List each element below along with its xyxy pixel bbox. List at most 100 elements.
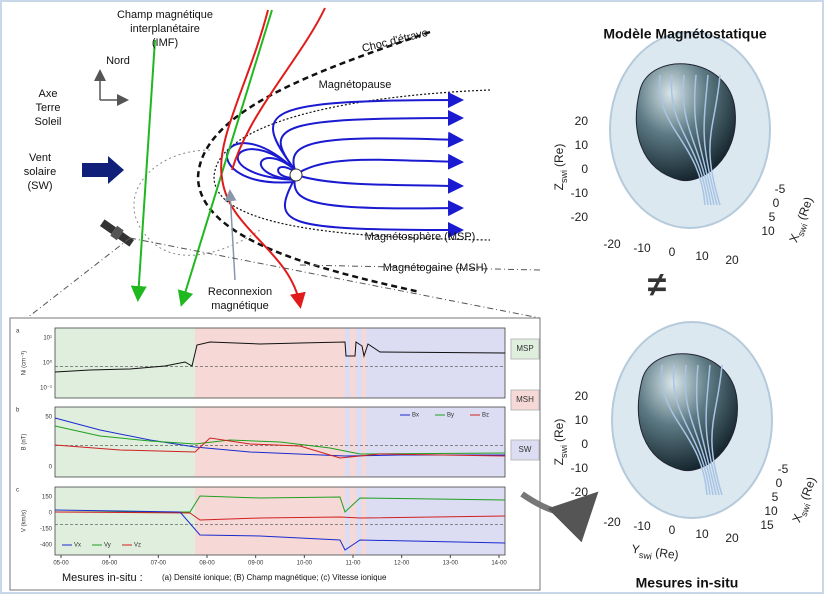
z-axis-label: Z <box>552 183 566 190</box>
x-tick-label: 05-00 <box>53 561 69 567</box>
y-tick-label: 20 <box>725 253 739 267</box>
region-label: MSP <box>516 344 533 353</box>
label: Vent <box>29 152 51 164</box>
msp-region <box>55 407 195 477</box>
z-axis-sub: swi <box>559 170 569 183</box>
msh-region <box>195 328 345 398</box>
x-tick-label: 12-00 <box>394 561 410 567</box>
x-tick-label: 0 <box>773 196 780 210</box>
y-tick-label: 50 <box>45 415 52 421</box>
y-axis-sub: swi <box>638 550 652 562</box>
z-axis-unit: (Re) <box>552 419 566 442</box>
msh-region <box>350 328 356 398</box>
figure: Champ magnétique interplanétaire (IMF) N… <box>0 0 824 594</box>
label: Magnétogaine (MSH) <box>383 262 488 274</box>
x-tick-label: 09-00 <box>248 561 264 567</box>
legend-label: Bx <box>412 413 419 419</box>
legend-label: By <box>447 413 454 419</box>
y-tick-label: 10⁰ <box>43 360 53 367</box>
z-tick-label: -10 <box>571 186 589 200</box>
z-tick-label: -20 <box>571 485 589 499</box>
y-tick-label: -10 <box>633 241 651 255</box>
model-title: Mesures in-situ <box>636 575 739 591</box>
z-tick-label: 10 <box>575 138 589 152</box>
x-tick-label: 15 <box>760 518 774 532</box>
msh-region <box>362 407 366 477</box>
x-tick-label: 0 <box>776 476 783 490</box>
msp-region <box>55 328 195 398</box>
x-tick-label: 11-00 <box>346 561 362 567</box>
z-tick-label: 0 <box>581 162 588 176</box>
z-tick-label: 20 <box>575 114 589 128</box>
label: interplanétaire <box>130 23 200 35</box>
x-tick-label: -5 <box>775 182 786 196</box>
z-axis-label: Z <box>552 458 566 465</box>
z-tick-label: 0 <box>581 437 588 451</box>
msh-region <box>362 487 366 555</box>
z-tick-label: -10 <box>571 461 589 475</box>
x-tick-label: 06-00 <box>102 561 118 567</box>
sw-region <box>345 487 505 555</box>
label: Reconnexion <box>208 286 272 298</box>
y-tick-label: 20 <box>725 531 739 545</box>
msh-region <box>350 407 356 477</box>
z-axis-sub: swi <box>559 445 569 458</box>
msh-region <box>362 328 366 398</box>
caption-title: Mesures in-situ : <box>62 572 143 584</box>
label: Soleil <box>35 116 62 128</box>
legend-label: Vz <box>134 543 141 549</box>
y-axis-label: Ni (cm⁻³) <box>22 351 28 376</box>
label: Terre <box>35 102 60 114</box>
x-tick-label: 07-00 <box>151 561 167 567</box>
x-tick-label: 14-00 <box>491 561 507 567</box>
label: solaire <box>24 166 56 178</box>
sw-region <box>345 328 505 398</box>
z-tick-label: 20 <box>575 389 589 403</box>
y-tick-label: -150 <box>40 527 53 533</box>
x-tick-label: -5 <box>778 462 789 476</box>
label: magnétique <box>211 300 269 312</box>
caption: (a) Densité ionique; (B) Champ magnétiqu… <box>162 573 387 582</box>
sw-region <box>345 407 505 477</box>
y-axis-label: B (nT) <box>22 434 28 451</box>
legend-label: Vx <box>74 543 81 549</box>
y-tick-label: 10 <box>695 527 709 541</box>
y-tick-label: 10¹ <box>43 336 52 342</box>
x-tick-label: 13-00 <box>443 561 459 567</box>
model-title: Modèle Magnétostatique <box>603 26 767 42</box>
y-axis-label: V (km/s) <box>22 510 28 532</box>
y-tick-label: -10 <box>633 519 651 533</box>
legend-label: Bz <box>482 413 489 419</box>
x-tick-label: 10 <box>764 504 778 518</box>
z-tick-label: -20 <box>571 210 589 224</box>
label: Nord <box>106 55 130 67</box>
panel-letter: c <box>16 488 19 494</box>
y-tick-label: 10⁻¹ <box>40 386 52 392</box>
region-label: SW <box>519 445 532 454</box>
not-equal-sign: ≠ <box>648 266 667 304</box>
z-tick-label: 10 <box>575 413 589 427</box>
label: Magnétopause <box>319 79 392 91</box>
y-tick-label: 0 <box>669 245 676 259</box>
y-tick-label: -20 <box>603 237 621 251</box>
label: Magnétosphère (MSP) <box>365 231 476 243</box>
x-tick-label: 08-00 <box>199 561 215 567</box>
label: (SW) <box>27 180 52 192</box>
legend-label: Vy <box>104 543 111 549</box>
z-axis-unit: (Re) <box>552 144 566 167</box>
region-label: MSH <box>516 395 534 404</box>
x-tick-label: 10 <box>761 224 775 238</box>
y-tick-label: 10 <box>695 249 709 263</box>
label: Axe <box>39 88 58 100</box>
y-tick-label: 0 <box>669 523 676 537</box>
label: Champ magnétique <box>117 9 213 21</box>
x-tick-label: 5 <box>769 210 776 224</box>
x-tick-label: 5 <box>772 490 779 504</box>
y-tick-label: -400 <box>40 543 53 549</box>
earth <box>290 169 302 181</box>
label: (IMF) <box>152 37 178 49</box>
y-tick-label: -20 <box>603 515 621 529</box>
x-tick-label: 10-00 <box>297 561 313 567</box>
y-tick-label: 150 <box>42 495 53 501</box>
